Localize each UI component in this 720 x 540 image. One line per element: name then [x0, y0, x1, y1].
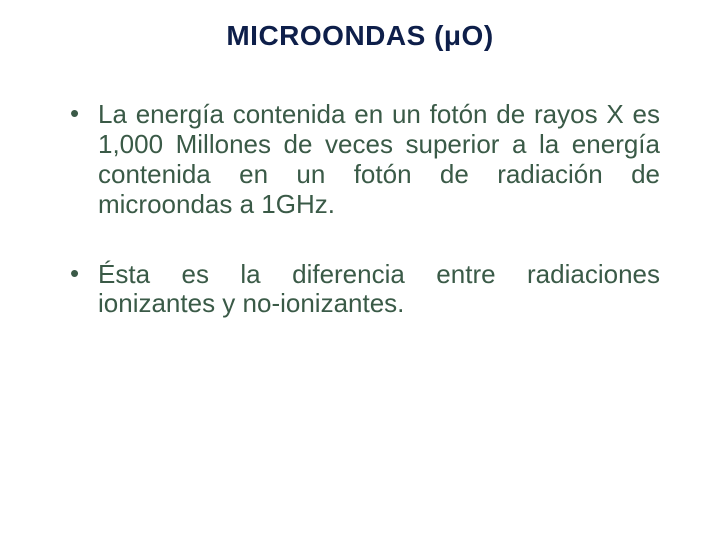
slide: MICROONDAS (μO) La energía contenida en …: [0, 0, 720, 540]
bullet-text: La energía contenida en un fotón de rayo…: [98, 99, 660, 219]
bullet-item: Ésta es la diferencia entre radiaciones …: [70, 260, 660, 320]
bullet-list: La energía contenida en un fotón de rayo…: [70, 100, 660, 319]
bullet-text: Ésta es la diferencia entre radiaciones …: [98, 259, 660, 319]
slide-title: MICROONDAS (μO): [0, 20, 720, 52]
bullet-spacer: [70, 220, 660, 260]
bullet-item: La energía contenida en un fotón de rayo…: [70, 100, 660, 220]
